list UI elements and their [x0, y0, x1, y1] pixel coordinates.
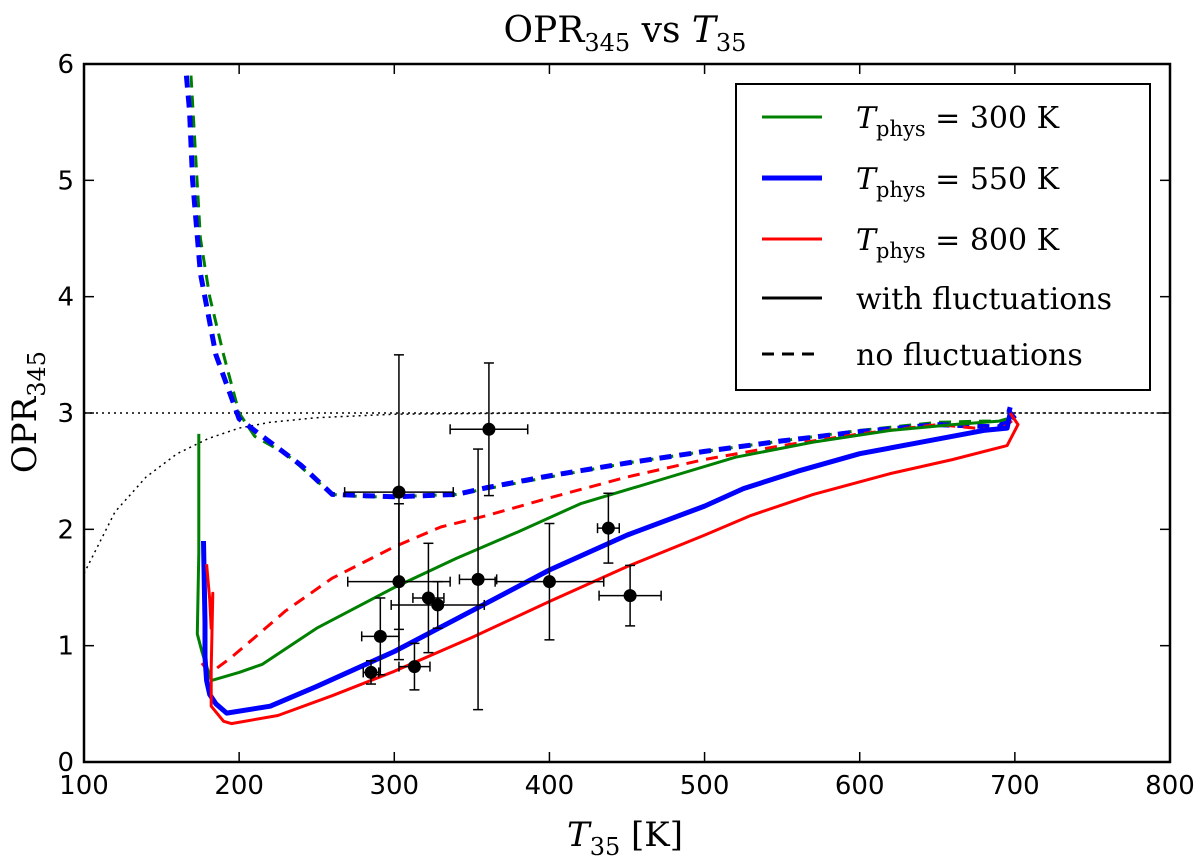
- observation-marker: [623, 589, 637, 603]
- observation-point-1: [398, 642, 431, 691]
- observation-marker: [542, 575, 556, 589]
- y-tick-label: 5: [57, 166, 74, 196]
- observation-point-7: [458, 448, 498, 711]
- x-tick-label: 500: [680, 771, 730, 801]
- x-tick-label: 400: [525, 771, 575, 801]
- observation-point-4: [343, 354, 454, 631]
- x-axis-label: T35 [K]: [567, 815, 683, 858]
- y-tick-label: 0: [57, 748, 74, 778]
- legend-label-300k: Tphys = 300 K: [856, 101, 1060, 141]
- legend: Tphys = 300 K Tphys = 550 K Tphys = 800 …: [735, 83, 1151, 391]
- observation-point-6: [390, 580, 486, 629]
- x-tick-label: 700: [990, 771, 1040, 801]
- observation-marker: [431, 598, 445, 612]
- y-axis-label: OPR345: [5, 351, 51, 473]
- observation-point-10: [596, 492, 620, 564]
- observation-point-11: [598, 564, 662, 627]
- observation-marker: [471, 572, 485, 586]
- chart-title: OPR345 vs T35: [504, 10, 747, 57]
- legend-label-800k: Tphys = 800 K: [856, 223, 1060, 263]
- legend-label-with-fluctuations: with fluctuations: [856, 282, 1112, 317]
- observation-point-8: [449, 362, 529, 497]
- legend-label-no-fluctuations: no fluctuations: [856, 338, 1083, 373]
- x-tick-label: 200: [214, 771, 264, 801]
- observation-marker: [392, 485, 406, 499]
- series-line-5: [205, 412, 1020, 726]
- y-tick-label: 3: [57, 399, 74, 429]
- plot-frame: [82, 62, 1172, 764]
- y-tick-label: 1: [57, 632, 74, 662]
- x-tick-label: 800: [1145, 771, 1195, 801]
- y-tick-label: 2: [57, 515, 74, 545]
- x-tick-label: 600: [835, 771, 885, 801]
- observation-point-0: [362, 660, 380, 685]
- observation-marker: [364, 665, 378, 679]
- observation-marker: [601, 521, 615, 535]
- y-tick-label: 4: [57, 283, 74, 313]
- observation-point-5: [412, 542, 445, 654]
- series-line-1: [183, 75, 1013, 500]
- observation-marker: [482, 422, 496, 436]
- observation-marker: [373, 629, 387, 643]
- x-tick-label: 300: [369, 771, 419, 801]
- x-tick-label: 100: [59, 771, 109, 801]
- observation-marker: [407, 660, 421, 674]
- observation-point-9: [494, 522, 605, 641]
- y-tick-label: 6: [57, 50, 74, 80]
- series-line-3: [195, 417, 1008, 683]
- legend-label-550k: Tphys = 550 K: [856, 162, 1060, 202]
- series-line-4: [201, 410, 1017, 716]
- plot-area: [84, 75, 1170, 726]
- equilibrium-curve: [84, 412, 1170, 574]
- legend-box: [735, 83, 1151, 391]
- axis-ticks: 100 200 300 400 500 600 700 800 0 1 2 3 4 5 6: [57, 50, 1194, 801]
- observation-marker: [421, 591, 435, 605]
